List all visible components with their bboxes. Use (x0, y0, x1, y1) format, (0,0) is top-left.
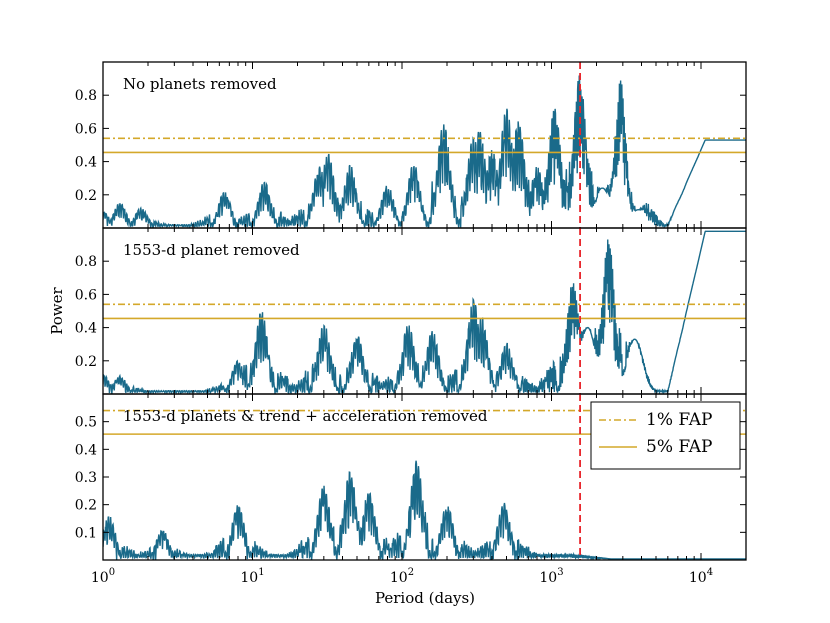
y-axis-label: Power (48, 286, 66, 334)
x-tick-label: 103 (539, 567, 563, 586)
y-tick-label: 0.5 (75, 415, 97, 431)
legend-box (590, 401, 741, 470)
y-tick-label: 0.6 (75, 287, 97, 303)
y-tick-label: 0.2 (75, 188, 97, 204)
y-tick-label: 0.4 (75, 321, 97, 337)
periodogram-series (103, 460, 746, 560)
x-tick-label: 104 (689, 567, 713, 586)
legend-entry: 1% FAP (646, 410, 712, 430)
y-tick-label: 0.1 (75, 525, 97, 541)
y-tick-label: 0.3 (75, 470, 97, 486)
panel-label: 1553-d planet removed (123, 241, 300, 259)
panel-label: 1553-d planets & trend + acceleration re… (123, 407, 488, 425)
x-axis-label: Period (days) (375, 589, 475, 607)
legend-entry: 5% FAP (646, 437, 712, 457)
panel-label: No planets removed (123, 75, 277, 93)
panel-2: 0.2 0.4 0.6 0.8 1553-d planet removed (75, 227, 747, 395)
x-tick-label: 100 (91, 567, 115, 586)
x-tick-label: 102 (390, 567, 414, 586)
y-tick-label: 0.8 (75, 254, 97, 270)
panel-3: 0.1 0.2 0.3 0.4 0.5 1553-d planets & trend + … (75, 393, 747, 561)
y-tick-label: 0.6 (75, 121, 97, 137)
y-tick-label: 0.4 (75, 442, 97, 458)
y-tick-label: 0.2 (75, 498, 97, 514)
y-tick-label: 0.4 (75, 155, 97, 171)
y-tick-label: 0.2 (75, 354, 97, 370)
y-tick-label: 0.8 (75, 88, 97, 104)
x-tick-label: 101 (240, 567, 264, 586)
legend: 1% FAP 5% FAP (590, 401, 741, 470)
panel-1: 0.2 0.4 0.6 0.8 No planets removed (75, 61, 747, 229)
periodogram-series (103, 75, 746, 228)
periodogram-series (103, 230, 746, 394)
